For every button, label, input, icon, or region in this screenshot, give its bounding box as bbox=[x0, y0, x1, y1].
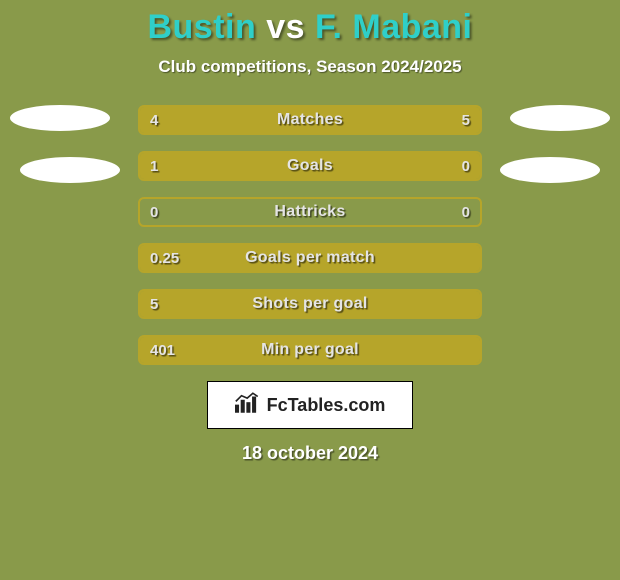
stat-row: 4Matches5 bbox=[138, 105, 482, 135]
stat-row: 1Goals0 bbox=[138, 151, 482, 181]
stat-value-right: 5 bbox=[452, 107, 480, 133]
stat-row: 5Shots per goal bbox=[138, 289, 482, 319]
stat-label: Hattricks bbox=[140, 199, 480, 225]
stat-value-right bbox=[460, 337, 480, 363]
stat-row: 0.25Goals per match bbox=[138, 243, 482, 273]
comparison-card: Bustin vs F. Mabani Club competitions, S… bbox=[0, 0, 620, 580]
chart-icon bbox=[235, 392, 261, 419]
logo-badge: FcTables.com bbox=[207, 381, 413, 429]
stat-value-right bbox=[460, 291, 480, 317]
stat-label: Shots per goal bbox=[140, 291, 480, 317]
date: 18 october 2024 bbox=[0, 443, 620, 464]
stat-label: Matches bbox=[140, 107, 480, 133]
stat-label: Min per goal bbox=[140, 337, 480, 363]
stat-value-right: 0 bbox=[452, 199, 480, 225]
avatar-right-placeholder bbox=[510, 105, 610, 131]
player-left-name: Bustin bbox=[147, 8, 256, 46]
subtitle: Club competitions, Season 2024/2025 bbox=[0, 57, 620, 77]
page-title: Bustin vs F. Mabani bbox=[0, 8, 620, 47]
stats-area: 4Matches51Goals00Hattricks00.25Goals per… bbox=[0, 105, 620, 365]
stat-row: 401Min per goal bbox=[138, 335, 482, 365]
stat-label: Goals per match bbox=[140, 245, 480, 271]
stat-label: Goals bbox=[140, 153, 480, 179]
player-right-name: F. Mabani bbox=[315, 8, 473, 46]
avatar-left-shadow bbox=[20, 157, 120, 183]
title-vs: vs bbox=[266, 8, 305, 46]
stat-value-right: 0 bbox=[452, 153, 480, 179]
avatar-right-shadow bbox=[500, 157, 600, 183]
stat-row: 0Hattricks0 bbox=[138, 197, 482, 227]
stat-value-right bbox=[460, 245, 480, 271]
avatar-left-placeholder bbox=[10, 105, 110, 131]
logo-text: FcTables.com bbox=[267, 395, 386, 416]
